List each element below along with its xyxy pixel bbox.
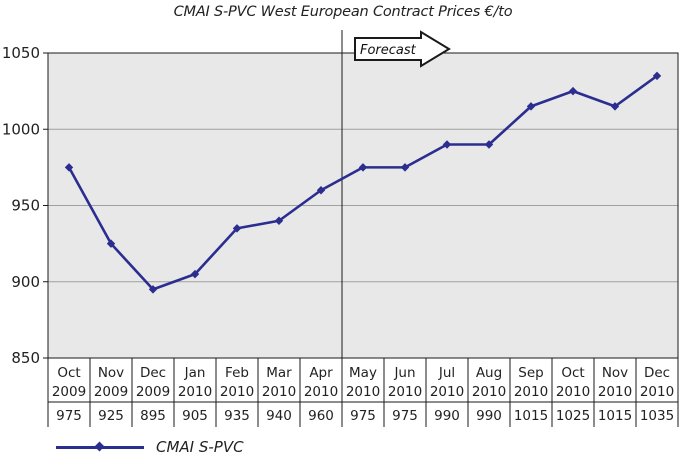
x-category-year: 2010 — [640, 384, 674, 400]
table-value: 935 — [224, 408, 250, 424]
x-category-month: Feb — [225, 365, 249, 381]
y-tick-label: 900 — [11, 273, 40, 291]
legend-label: CMAI S-PVC — [156, 438, 244, 456]
data-point-marker — [106, 239, 116, 248]
table-value: 1015 — [514, 408, 548, 424]
x-category-month: Dec — [140, 365, 166, 381]
data-point-marker — [484, 140, 494, 149]
data-point-marker — [568, 86, 578, 96]
x-category-year: 2010 — [472, 384, 506, 400]
data-point-marker — [148, 285, 158, 294]
table-value: 960 — [308, 408, 334, 424]
table-value: 895 — [140, 408, 166, 424]
data-point-marker — [274, 216, 284, 225]
table-value: 975 — [392, 408, 418, 424]
x-category-year: 2010 — [346, 384, 380, 400]
data-point-marker — [64, 163, 74, 172]
x-category-month: Oct — [57, 365, 80, 381]
data-point-marker — [400, 163, 410, 172]
data-point-marker — [442, 140, 452, 149]
x-category-month: Jun — [393, 365, 415, 381]
x-category-year: 2010 — [262, 384, 296, 400]
x-category-month: Jul — [438, 365, 455, 381]
x-category-month: Apr — [309, 365, 333, 381]
x-category-month: Jan — [184, 365, 206, 381]
x-category-year: 2010 — [220, 384, 254, 400]
data-point-marker — [358, 163, 368, 172]
y-tick-label: 950 — [11, 197, 40, 215]
x-category-month: May — [349, 365, 377, 381]
y-tick-label: 850 — [11, 349, 40, 367]
x-category-month: Nov — [98, 365, 124, 381]
x-category-year: 2010 — [430, 384, 464, 400]
table-value: 940 — [266, 408, 292, 424]
x-category-month: Sep — [518, 365, 543, 381]
y-tick-label: 1000 — [2, 120, 40, 138]
data-point-marker — [652, 71, 662, 81]
legend-line-symbol — [56, 441, 144, 451]
x-category-year: 2010 — [304, 384, 338, 400]
x-category-month: Oct — [561, 365, 584, 381]
x-category-year: 2009 — [52, 384, 86, 400]
data-point-marker — [316, 186, 326, 195]
x-category-month: Aug — [476, 365, 502, 381]
table-value: 975 — [350, 408, 376, 424]
x-category-month: Dec — [644, 365, 670, 381]
chart-title: CMAI S-PVC West European Contract Prices… — [173, 4, 513, 20]
y-tick-label: 1050 — [2, 44, 40, 62]
legend: CMAI S-PVC — [56, 436, 244, 458]
forecast-arrow-icon — [354, 30, 451, 68]
data-point-marker — [190, 269, 200, 279]
x-category-year: 2009 — [136, 384, 170, 400]
table-value: 905 — [182, 408, 208, 424]
table-value: 925 — [98, 408, 124, 424]
x-category-year: 2009 — [94, 384, 128, 400]
x-category-year: 2010 — [556, 384, 590, 400]
x-category-year: 2010 — [598, 384, 632, 400]
x-category-month: Mar — [266, 365, 292, 381]
x-category-year: 2010 — [178, 384, 212, 400]
forecast-label: Forecast — [360, 43, 417, 58]
data-point-marker — [232, 224, 242, 233]
legend-diamond-marker — [94, 441, 105, 451]
table-value: 990 — [476, 408, 502, 424]
x-category-month: Nov — [602, 365, 628, 381]
data-point-marker — [610, 102, 620, 111]
table-value: 1025 — [556, 408, 590, 424]
table-value: 1015 — [598, 408, 632, 424]
data-point-marker — [526, 102, 536, 111]
x-category-year: 2010 — [388, 384, 422, 400]
table-value: 990 — [434, 408, 460, 424]
table-value: 1035 — [640, 408, 674, 424]
x-category-year: 2010 — [514, 384, 548, 400]
table-value: 975 — [56, 408, 82, 424]
